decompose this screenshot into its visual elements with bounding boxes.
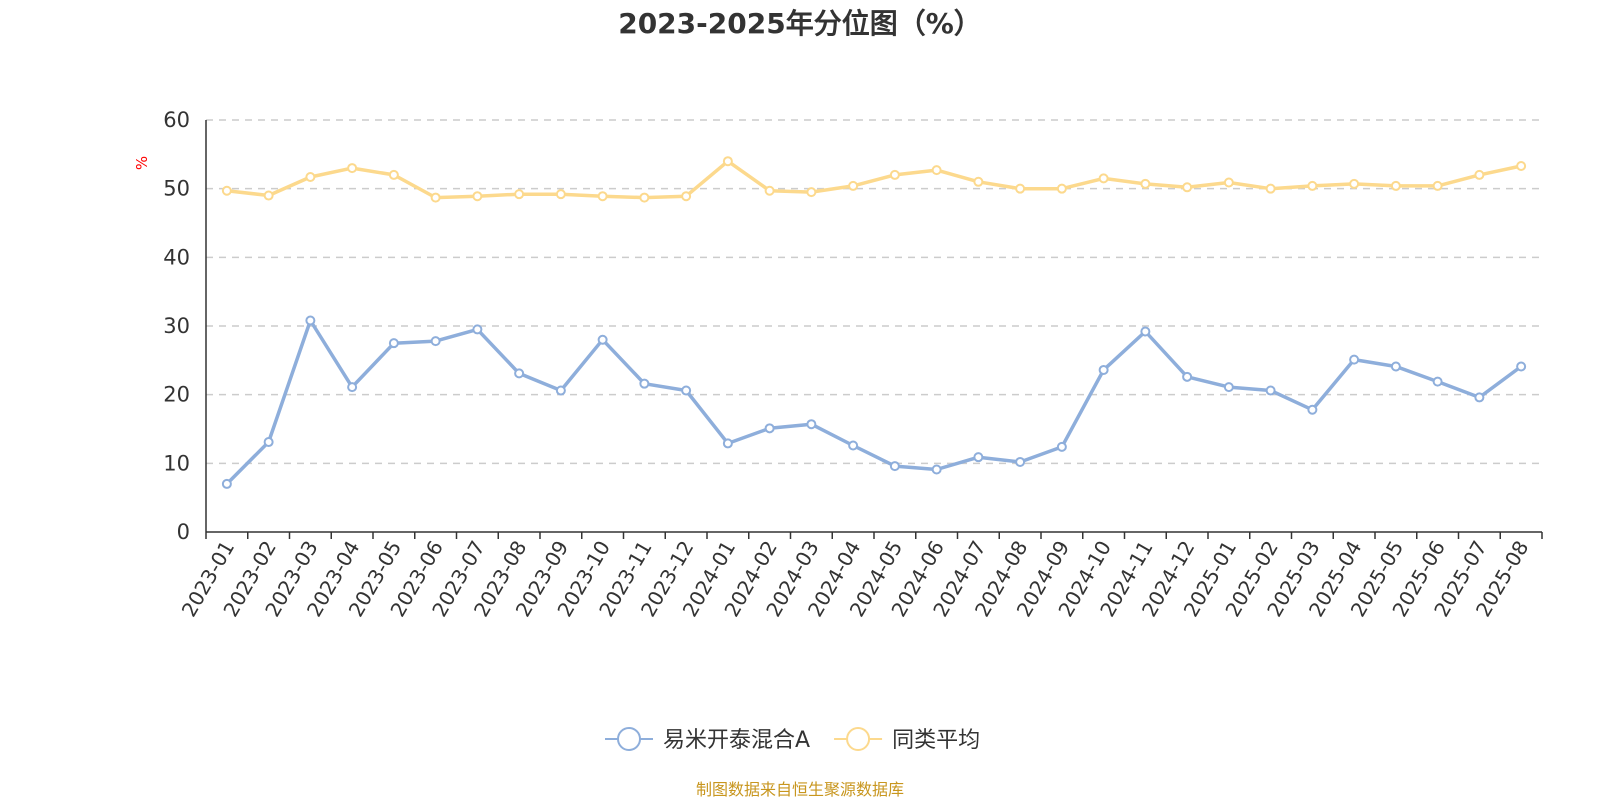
data-point[interactable]	[430, 336, 441, 347]
data-point[interactable]	[1474, 392, 1485, 403]
data-point[interactable]	[1015, 456, 1026, 467]
data-point[interactable]	[806, 187, 817, 198]
data-point[interactable]	[931, 165, 942, 176]
data-point[interactable]	[764, 423, 775, 434]
data-point[interactable]	[430, 192, 441, 203]
data-point[interactable]	[722, 438, 733, 449]
data-point[interactable]	[889, 461, 900, 472]
data-point[interactable]	[1432, 376, 1443, 387]
data-point[interactable]	[472, 324, 483, 335]
data-point[interactable]	[263, 437, 274, 448]
data-point[interactable]	[1015, 183, 1026, 194]
data-point[interactable]	[305, 171, 316, 182]
data-point[interactable]	[1349, 178, 1360, 189]
data-point[interactable]	[848, 440, 859, 451]
data-point[interactable]	[1516, 161, 1527, 172]
y-tick-label: 30	[163, 314, 190, 338]
data-point[interactable]	[514, 368, 525, 379]
data-point[interactable]	[806, 419, 817, 430]
y-tick-label: 40	[163, 245, 190, 269]
data-point[interactable]	[1390, 361, 1401, 372]
data-point[interactable]	[1056, 441, 1067, 452]
data-point[interactable]	[1098, 173, 1109, 184]
data-point[interactable]	[1223, 177, 1234, 188]
legend-label: 易米开泰混合A	[663, 728, 810, 753]
data-point[interactable]	[1516, 361, 1527, 372]
data-point[interactable]	[1349, 354, 1360, 365]
data-point[interactable]	[1140, 178, 1151, 189]
data-point[interactable]	[597, 191, 608, 202]
data-point[interactable]	[347, 163, 358, 174]
data-point[interactable]	[1223, 382, 1234, 393]
data-point[interactable]	[973, 176, 984, 187]
legend-marker-icon	[617, 727, 641, 751]
data-point[interactable]	[722, 156, 733, 167]
data-point[interactable]	[848, 180, 859, 191]
data-point[interactable]	[931, 464, 942, 475]
legend-label: 同类平均	[892, 728, 980, 753]
chart-title: 2023-2025年分位图（%）	[618, 7, 982, 40]
series-lines	[221, 156, 1527, 489]
data-point[interactable]	[681, 385, 692, 396]
data-point[interactable]	[1390, 180, 1401, 191]
y-tick-label: 50	[163, 177, 190, 201]
y-tick-label: 10	[163, 451, 190, 475]
data-point[interactable]	[555, 385, 566, 396]
data-point[interactable]	[1307, 404, 1318, 415]
data-point[interactable]	[263, 190, 274, 201]
series-line-1	[226, 159, 1522, 200]
data-point[interactable]	[221, 478, 232, 489]
data-point[interactable]	[1307, 180, 1318, 191]
data-point[interactable]	[681, 191, 692, 202]
data-point[interactable]	[1056, 183, 1067, 194]
data-point[interactable]	[1140, 326, 1151, 337]
data-point[interactable]	[514, 189, 525, 200]
legend[interactable]: 易米开泰混合A 同类平均	[605, 727, 980, 753]
data-point[interactable]	[889, 169, 900, 180]
data-point[interactable]	[597, 334, 608, 345]
data-point[interactable]	[973, 452, 984, 463]
data-point[interactable]	[347, 382, 358, 393]
data-point[interactable]	[1182, 371, 1193, 382]
data-source-note: 制图数据来自恒生聚源数据库	[696, 780, 904, 799]
y-tick-label: 20	[163, 383, 190, 407]
data-point[interactable]	[1474, 169, 1485, 180]
data-point[interactable]	[764, 185, 775, 196]
data-point[interactable]	[472, 191, 483, 202]
data-point[interactable]	[388, 169, 399, 180]
data-point[interactable]	[1432, 180, 1443, 191]
grid-lines	[206, 119, 1542, 465]
data-point[interactable]	[221, 185, 232, 196]
legend-item-0[interactable]: 易米开泰混合A	[605, 727, 810, 753]
data-point[interactable]	[555, 189, 566, 200]
y-tick-label: 0	[177, 520, 190, 544]
data-point[interactable]	[1265, 385, 1276, 396]
data-point[interactable]	[305, 315, 316, 326]
series-line-0	[225, 318, 1523, 486]
y-tick-label: 60	[163, 108, 190, 132]
legend-item-1[interactable]: 同类平均	[834, 727, 980, 753]
data-point[interactable]	[1265, 183, 1276, 194]
data-point[interactable]	[639, 192, 650, 203]
data-point[interactable]	[388, 338, 399, 349]
data-point[interactable]	[1182, 182, 1193, 193]
data-point[interactable]	[1098, 364, 1109, 375]
data-point[interactable]	[639, 378, 650, 389]
y-axis-unit-label: %	[133, 156, 151, 170]
legend-marker-icon	[846, 727, 871, 751]
